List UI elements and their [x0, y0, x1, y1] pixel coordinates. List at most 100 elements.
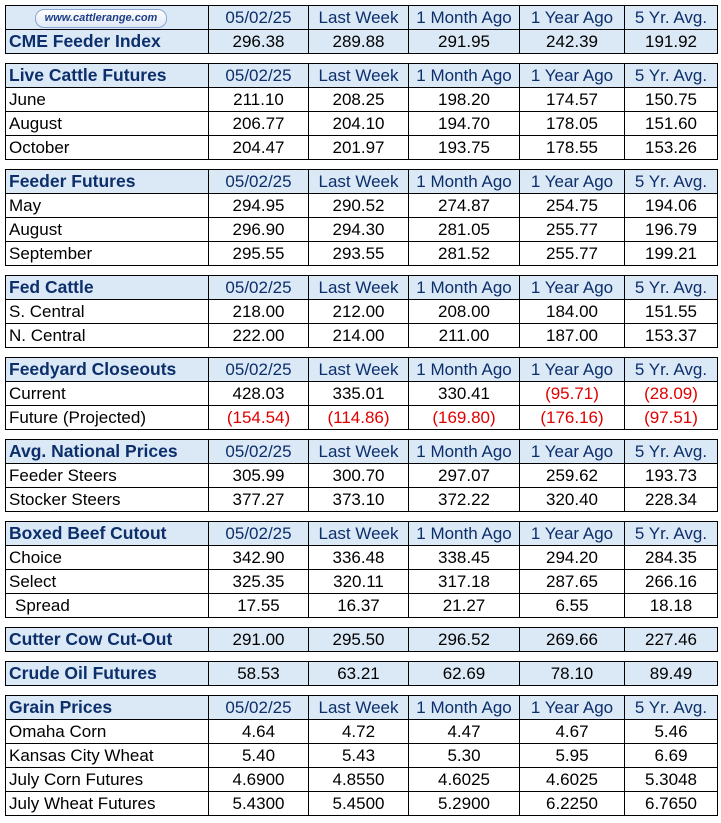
- column-header-1-year-ago: 1 Year Ago: [519, 63, 625, 88]
- value-cell: 193.73: [624, 463, 718, 488]
- column-header-last-week: Last Week: [308, 63, 409, 88]
- section-grain-prices: Grain Prices 05/02/25 Last Week 1 Month Ago…: [5, 695, 718, 816]
- column-header-5-yr-avg: 5 Yr. Avg.: [624, 695, 718, 720]
- row-spread: Spread 17.55 16.37 21.27 6.55 18.18: [5, 593, 718, 618]
- value-cell: 178.05: [519, 111, 625, 136]
- value-cell: 320.40: [519, 487, 625, 512]
- column-header-1-year-ago: 1 Year Ago: [519, 275, 625, 300]
- value-cell: 291.95: [408, 29, 520, 54]
- cattlerange-logo[interactable]: www.cattlerange.com: [35, 9, 167, 29]
- row-label: August: [5, 111, 209, 136]
- value-cell: 227.46: [624, 627, 718, 652]
- row-future-projected: Future (Projected) (154.54) (114.86) (169.8…: [5, 405, 718, 430]
- value-cell: 63.21: [308, 661, 409, 686]
- value-cell: 78.10: [519, 661, 625, 686]
- section-title: Cutter Cow Cut-Out: [5, 627, 209, 652]
- column-header-05-02-25: 05/02/25: [208, 5, 309, 30]
- section-crude-oil-futures: Crude Oil Futures 58.53 63.21 62.69 78.10 89.…: [5, 661, 718, 686]
- row-july-corn-futures: July Corn Futures 4.6900 4.8550 4.6025 4.602…: [5, 767, 718, 792]
- column-header-05-02-25: 05/02/25: [208, 63, 309, 88]
- value-cell: 6.2250: [519, 791, 625, 816]
- value-cell: 228.34: [624, 487, 718, 512]
- section-title: Boxed Beef Cutout: [5, 521, 209, 546]
- value-cell: 214.00: [308, 323, 409, 348]
- section-title: Live Cattle Futures: [5, 63, 209, 88]
- column-header-1-month-ago: 1 Month Ago: [408, 357, 520, 382]
- value-cell: 5.43: [308, 743, 409, 768]
- row-label: Spread: [5, 593, 209, 618]
- section-title: Avg. National Prices: [5, 439, 209, 464]
- column-header-1-year-ago: 1 Year Ago: [519, 357, 625, 382]
- column-header-1-month-ago: 1 Month Ago: [408, 63, 520, 88]
- row-label: Feeder Steers: [5, 463, 209, 488]
- value-cell: 194.70: [408, 111, 520, 136]
- column-header-5-yr-avg: 5 Yr. Avg.: [624, 521, 718, 546]
- column-header-5-yr-avg: 5 Yr. Avg.: [624, 5, 718, 30]
- value-cell: 16.37: [308, 593, 409, 618]
- row-label: September: [5, 241, 209, 266]
- row-label: Future (Projected): [5, 405, 209, 430]
- column-header-last-week: Last Week: [308, 275, 409, 300]
- section-cutter-cow-cut-out: Cutter Cow Cut-Out 291.00 295.50 296.52 269.…: [5, 627, 718, 652]
- value-cell: 325.35: [208, 569, 309, 594]
- logo-cell: www.cattlerange.com: [5, 5, 209, 30]
- value-cell: 5.40: [208, 743, 309, 768]
- column-header-5-yr-avg: 5 Yr. Avg.: [624, 275, 718, 300]
- value-cell: 4.6900: [208, 767, 309, 792]
- row-label: June: [5, 87, 209, 112]
- section-title: Feedyard Closeouts: [5, 357, 209, 382]
- value-cell: 335.01: [308, 381, 409, 406]
- row-label: S. Central: [5, 299, 209, 324]
- row-n-central: N. Central 222.00 214.00 211.00 187.00 153.37: [5, 323, 718, 348]
- value-cell: 191.92: [624, 29, 718, 54]
- value-cell: 4.8550: [308, 767, 409, 792]
- row-may: May 294.95 290.52 274.87 254.75 194.06: [5, 193, 718, 218]
- value-cell: 212.00: [308, 299, 409, 324]
- value-cell: 290.52: [308, 193, 409, 218]
- value-cell: 372.22: [408, 487, 520, 512]
- value-cell: 291.00: [208, 627, 309, 652]
- row-july-wheat-futures: July Wheat Futures 5.4300 5.4500 5.2900 6.22…: [5, 791, 718, 816]
- column-header-1-year-ago: 1 Year Ago: [519, 169, 625, 194]
- value-cell: 178.55: [519, 135, 625, 160]
- column-header-last-week: Last Week: [308, 521, 409, 546]
- value-cell: (95.71): [519, 381, 625, 406]
- value-cell: 5.3048: [624, 767, 718, 792]
- value-cell: 208.25: [308, 87, 409, 112]
- value-cell: 6.7650: [624, 791, 718, 816]
- value-cell: 296.90: [208, 217, 309, 242]
- column-header-1-year-ago: 1 Year Ago: [519, 695, 625, 720]
- value-cell: 5.4500: [308, 791, 409, 816]
- row-label: Stocker Steers: [5, 487, 209, 512]
- value-cell: 269.66: [519, 627, 625, 652]
- value-cell: 6.69: [624, 743, 718, 768]
- column-header-05-02-25: 05/02/25: [208, 695, 309, 720]
- value-cell: 336.48: [308, 545, 409, 570]
- row-august: August 296.90 294.30 281.05 255.77 196.79: [5, 217, 718, 242]
- value-cell: 199.21: [624, 241, 718, 266]
- value-cell: 206.77: [208, 111, 309, 136]
- column-header-05-02-25: 05/02/25: [208, 275, 309, 300]
- value-cell: 6.55: [519, 593, 625, 618]
- column-header-5-yr-avg: 5 Yr. Avg.: [624, 169, 718, 194]
- row-label: Current: [5, 381, 209, 406]
- value-cell: 297.07: [408, 463, 520, 488]
- row-label: August: [5, 217, 209, 242]
- value-cell: 255.77: [519, 241, 625, 266]
- column-header-1-month-ago: 1 Month Ago: [408, 169, 520, 194]
- value-cell: 294.20: [519, 545, 625, 570]
- market-report: www.cattlerange.com 05/02/25 Last Week 1 Mo…: [5, 5, 718, 816]
- value-cell: 274.87: [408, 193, 520, 218]
- value-cell: 184.00: [519, 299, 625, 324]
- section-live-cattle-futures: Live Cattle Futures 05/02/25 Last Week 1 Mo…: [5, 63, 718, 160]
- value-cell: 218.00: [208, 299, 309, 324]
- column-header-last-week: Last Week: [308, 439, 409, 464]
- column-header-1-month-ago: 1 Month Ago: [408, 439, 520, 464]
- column-header-5-yr-avg: 5 Yr. Avg.: [624, 63, 718, 88]
- value-cell: 295.55: [208, 241, 309, 266]
- value-cell: 284.35: [624, 545, 718, 570]
- value-cell: 222.00: [208, 323, 309, 348]
- value-cell: 295.50: [308, 627, 409, 652]
- value-cell: 5.46: [624, 719, 718, 744]
- value-cell: 342.90: [208, 545, 309, 570]
